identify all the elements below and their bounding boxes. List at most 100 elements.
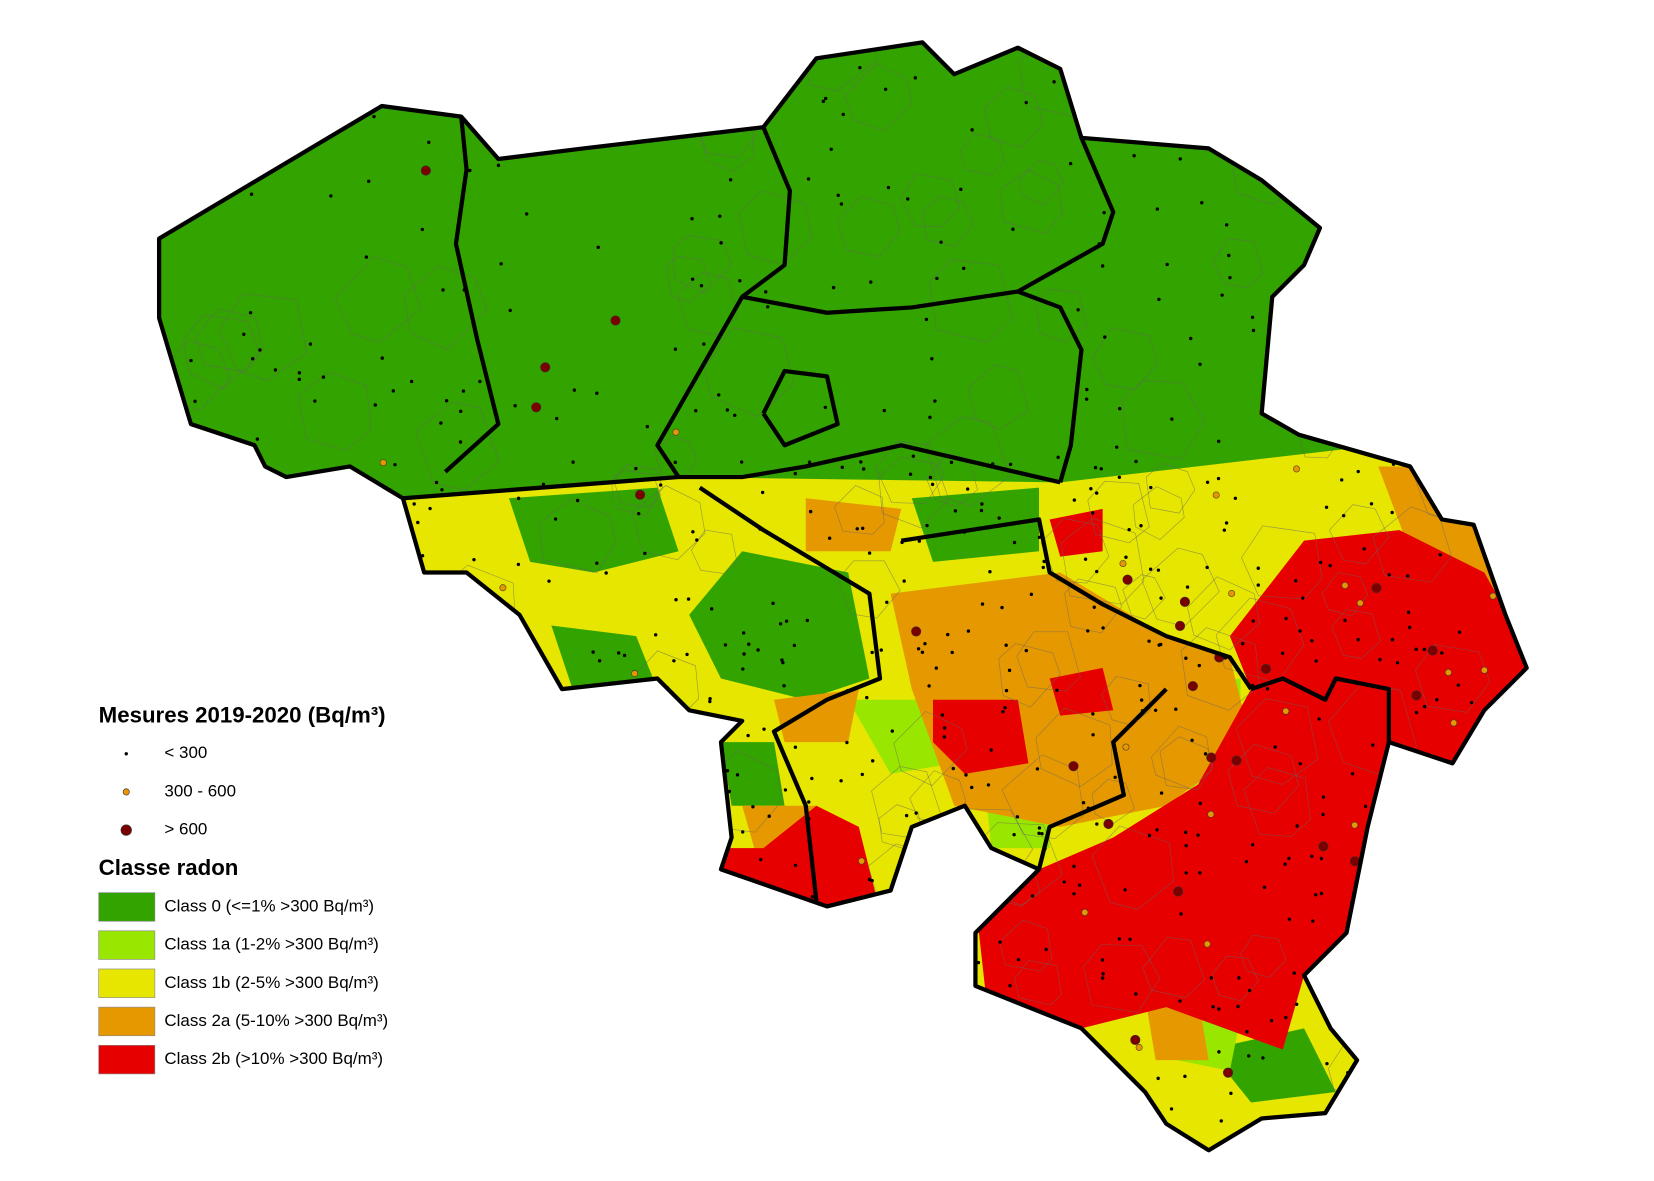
measurement-dot	[1444, 669, 1452, 676]
measurement-dot	[515, 852, 520, 856]
measurement-dot	[642, 1130, 646, 1134]
measurement-dot	[1273, 745, 1277, 749]
measurement-dot	[1174, 620, 1186, 631]
measurement-dot	[1277, 82, 1281, 86]
measurement-dot	[595, 391, 599, 395]
measurement-dot	[293, 1118, 297, 1123]
commune	[334, 256, 422, 343]
measurement-dot	[1015, 815, 1020, 819]
measurement-dot	[1139, 524, 1143, 528]
measurement-dot	[292, 999, 296, 1004]
measurement-dot	[438, 1063, 442, 1068]
measurement-dot	[373, 403, 377, 407]
measurement-dot	[1215, 133, 1219, 137]
measurement-dot	[1465, 792, 1476, 803]
measurement-dot	[387, 717, 391, 722]
measurement-dot	[1355, 1021, 1366, 1032]
measurement-dot	[1357, 1102, 1368, 1113]
measurement-dot	[1062, 880, 1066, 884]
measurement-dot	[417, 1102, 422, 1106]
measurement-dot	[1103, 818, 1114, 829]
measurement-dot	[1228, 275, 1232, 280]
measurement-dot	[1030, 894, 1035, 898]
measurement-dot	[444, 399, 449, 403]
measurement-dot	[1037, 1065, 1042, 1069]
measurement-dot	[624, 1000, 629, 1005]
measurement-dot	[1091, 712, 1095, 716]
commune	[734, 978, 803, 1047]
commune	[194, 308, 264, 373]
commune	[1456, 820, 1527, 913]
measurement-dot	[1128, 937, 1132, 941]
measurement-dot	[465, 841, 469, 845]
measurement-dot	[719, 1031, 723, 1036]
measurement-dot	[760, 935, 764, 940]
measurement-dot	[1118, 406, 1122, 411]
measurement-dot	[913, 76, 918, 80]
measurement-dot	[766, 305, 770, 309]
measurement-dot	[462, 720, 466, 724]
measurement-dot	[1117, 475, 1122, 479]
commune	[1211, 955, 1259, 1002]
measurement-dot	[1086, 629, 1090, 633]
measurement-dot	[1148, 567, 1153, 571]
measurement-dot	[516, 562, 521, 567]
measurement-dot	[1102, 210, 1106, 215]
measurement-dot	[858, 857, 866, 865]
measurement-dot	[1117, 937, 1122, 941]
measurement-dot	[520, 1093, 524, 1097]
measurement-dot	[1504, 727, 1508, 731]
measurement-dot	[481, 126, 486, 130]
measurement-dot	[674, 822, 679, 826]
commune	[1064, 578, 1123, 634]
measurement-dot	[1475, 1057, 1479, 1061]
measurement-dot	[1487, 142, 1491, 146]
measurement-dot	[395, 731, 399, 735]
commune	[1359, 211, 1426, 280]
measurement-dot	[653, 633, 658, 637]
measurement-dot	[686, 597, 691, 601]
measurement-dot	[782, 684, 786, 688]
measurement-dot	[540, 362, 551, 373]
legend: Mesures 2019-2020 (Bq/m³) < 300 300 - 600 >…	[98, 703, 388, 1075]
measurement-dot	[287, 735, 292, 740]
measurement-dot	[297, 377, 301, 382]
measurement-dot	[274, 1075, 279, 1080]
measurement-dot	[1292, 971, 1296, 975]
measurement-dot	[380, 356, 384, 360]
measurement-dot	[741, 667, 745, 671]
measurement-dot	[1356, 637, 1360, 642]
measurement-dot	[951, 766, 955, 771]
measurement-dot	[456, 854, 460, 859]
measurement-dot	[1298, 762, 1302, 766]
measurement-dot	[1423, 1077, 1427, 1082]
measurement-dot	[1216, 476, 1221, 481]
measurement-dot	[739, 460, 744, 464]
commune	[893, 710, 968, 786]
measurement-dot	[1432, 1032, 1437, 1036]
commune	[651, 757, 730, 835]
measurement-dot	[744, 1021, 748, 1025]
measurement-dot	[194, 76, 198, 80]
measurement-dot	[1407, 164, 1411, 168]
commune	[1324, 122, 1412, 208]
measurement-dot	[719, 241, 723, 245]
measurement-dot	[810, 1037, 814, 1041]
measurement-dot	[970, 128, 974, 132]
measurement-dot	[659, 861, 663, 865]
measurement-dot	[1008, 462, 1013, 467]
measurement-dot	[416, 1115, 420, 1120]
measurement-dot	[256, 518, 260, 522]
measurement-dot	[1514, 956, 1519, 961]
measurement-dot	[1184, 843, 1188, 848]
measurement-dot	[731, 977, 735, 981]
measurement-dot	[1076, 308, 1080, 312]
commune	[899, 173, 960, 228]
measurement-dot	[986, 783, 991, 787]
commune	[960, 133, 1005, 176]
measurement-dot	[540, 1024, 544, 1028]
measurement-dot	[816, 980, 820, 985]
measurement-dot	[1499, 259, 1503, 264]
measurement-dot	[1406, 574, 1410, 578]
measurement-dot	[902, 928, 906, 932]
